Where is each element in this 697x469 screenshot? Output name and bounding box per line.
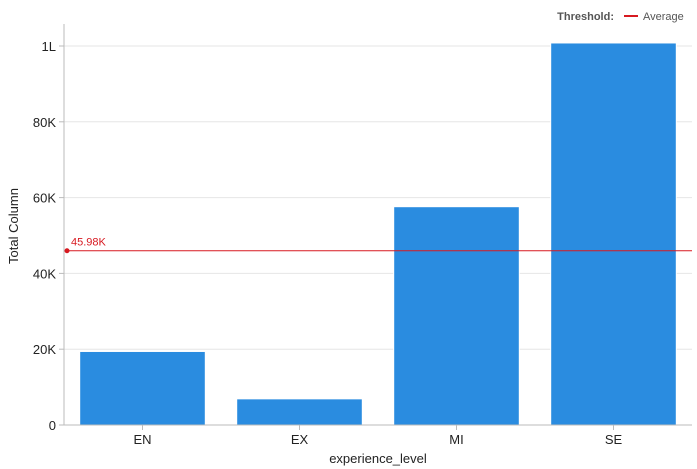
legend-title: Threshold:: [557, 11, 614, 23]
x-tick-label-ex: EX: [291, 432, 309, 447]
legend-label-average: Average: [643, 11, 684, 23]
y-tick-label: 80K: [33, 115, 56, 130]
x-tick-label-mi: MI: [449, 432, 463, 447]
bar-se[interactable]: [550, 42, 677, 426]
threshold-marker: [64, 248, 70, 254]
x-axis: EN EX MI SE: [133, 425, 622, 447]
bar-en[interactable]: [79, 350, 206, 426]
threshold-average: 45.98K: [64, 237, 692, 254]
bar-ex[interactable]: [236, 398, 363, 426]
y-tick-label: 20K: [33, 342, 56, 357]
y-axis-title: Total Column: [6, 188, 21, 264]
y-tick-label: 0: [49, 418, 56, 433]
bar-mi[interactable]: [393, 206, 520, 426]
legend: Threshold: Average: [557, 11, 684, 23]
x-axis-title: experience_level: [329, 451, 427, 466]
x-tick-label-en: EN: [133, 432, 151, 447]
y-tick-label: 60K: [33, 191, 56, 206]
y-tick-label: 40K: [33, 266, 56, 281]
threshold-value-label: 45.98K: [71, 237, 107, 249]
y-axis: 0 20K 40K 60K 80K 1L: [33, 24, 65, 433]
x-tick-label-se: SE: [605, 432, 623, 447]
bars: [79, 42, 677, 426]
y-tick-label: 1L: [42, 39, 56, 54]
